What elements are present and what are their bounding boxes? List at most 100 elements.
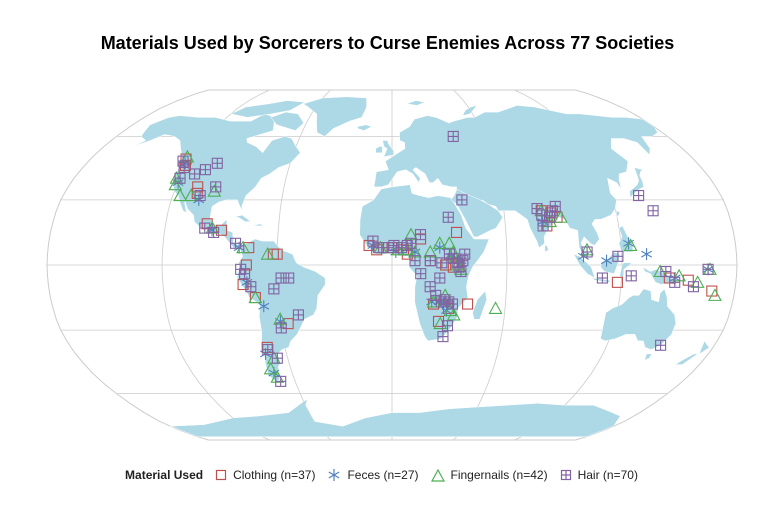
legend-item-feces: Feces (n=27) [327, 468, 419, 482]
land-baffin-island [270, 111, 305, 131]
legend-label-hair: Hair (n=70) [577, 468, 638, 482]
marker-square-cross [415, 268, 427, 280]
marker-square-cross [687, 281, 699, 293]
marker-square-cross [262, 344, 274, 356]
marker-square-cross [447, 130, 459, 142]
marker-triangle [400, 242, 415, 256]
marker-triangle [168, 177, 183, 191]
land-tasmania [643, 353, 653, 361]
legend-title: Material Used [125, 468, 204, 482]
marker-square-cross [211, 157, 223, 169]
marker-square-cross [239, 268, 251, 280]
marker-square-cross [414, 229, 427, 241]
marker-square-cross [549, 200, 561, 212]
legend: Material Used Clothing (n=37) Feces (n=2… [0, 468, 775, 482]
marker-square-cross [669, 276, 681, 288]
land-south-america [236, 238, 326, 382]
marker-square-cross [174, 172, 186, 184]
land-philippines [618, 225, 634, 253]
legend-label-fingernails: Fingernails (n=42) [450, 468, 548, 482]
marker-square-cross [612, 250, 624, 262]
land-taiwan [615, 210, 621, 218]
marker-square-cross [388, 239, 400, 252]
marker-square-cross [442, 211, 454, 223]
marker-square-cross [208, 226, 220, 238]
land-novaya-zemlya [462, 104, 478, 116]
land-svalbard [406, 100, 426, 106]
marker-square-cross [268, 283, 280, 295]
marker-square-cross [537, 220, 549, 232]
legend-label-clothing: Clothing (n=37) [233, 468, 316, 482]
marker-square [461, 298, 474, 310]
marker-square-cross [455, 265, 467, 278]
marker-triangle [184, 188, 198, 202]
map-title: Materials Used by Sorcerers to Curse Ene… [100, 33, 675, 53]
land-greenland [302, 96, 367, 137]
marker-square-cross [441, 320, 454, 332]
marker-square-cross [660, 265, 672, 278]
marker-square-cross [459, 248, 471, 260]
marker-square-cross [456, 194, 468, 206]
marker-square [371, 244, 383, 256]
marker-triangle [623, 238, 638, 252]
society-markers [168, 130, 722, 387]
marker-square-cross [275, 375, 287, 387]
legend-square-cross-icon [560, 469, 571, 481]
marker-square-cross [430, 289, 442, 301]
marker-square-cross [177, 155, 189, 167]
marker-triangle [432, 236, 447, 249]
land-ireland [375, 146, 383, 154]
marker-square-cross [434, 272, 446, 284]
marker-asterisk [258, 300, 270, 313]
marker-asterisk [601, 254, 613, 267]
marker-square-cross [424, 255, 436, 267]
marker-square-cross [292, 309, 304, 321]
marker-square-cross [457, 255, 469, 267]
marker-triangle [207, 184, 222, 197]
marker-square-cross [596, 272, 608, 284]
marker-square [192, 181, 204, 193]
marker-square-cross [271, 352, 283, 364]
marker-square [201, 218, 213, 230]
marker-square-cross [189, 168, 201, 180]
marker-square-cross [382, 242, 394, 254]
marker-triangle [433, 316, 448, 330]
marker-square-cross [581, 246, 593, 258]
land-madagascar [472, 290, 487, 320]
land-australia [600, 288, 677, 350]
land-sri-lanka [544, 245, 550, 253]
marker-square-cross [199, 164, 211, 176]
land-new-zealand-south [674, 353, 699, 365]
land-iceland [356, 124, 373, 131]
legend-item-fingernails: Fingernails (n=42) [430, 468, 548, 482]
marker-square [432, 315, 445, 327]
marker-square-cross [446, 298, 458, 310]
marker-triangle [173, 188, 188, 202]
marker-triangle [488, 301, 503, 314]
legend-item-hair: Hair (n=70) [560, 468, 638, 482]
marker-square-cross [275, 322, 287, 334]
marker-square-cross [245, 281, 257, 293]
land-new-zealand-north [698, 340, 710, 355]
marker-triangle [708, 288, 722, 301]
marker-triangle [672, 268, 687, 282]
marker-square-cross [405, 237, 417, 249]
marker-square-cross [625, 270, 637, 282]
marker-square-cross [436, 257, 448, 269]
marker-square-cross [655, 339, 667, 351]
land-sulawesi [619, 262, 633, 279]
marker-square [240, 259, 252, 271]
marker-triangle [260, 247, 275, 260]
land-masses [132, 96, 710, 437]
graticule [46, 89, 738, 441]
land-arabia-link [450, 188, 503, 238]
marker-square-cross [633, 190, 645, 202]
marker-triangle [248, 290, 263, 304]
marker-square-cross [543, 211, 556, 223]
marker-square [237, 278, 249, 291]
marker-square-cross [546, 205, 558, 217]
legend-square-icon [215, 469, 227, 481]
legend-label-feces: Feces (n=27) [347, 468, 419, 482]
marker-square-cross [367, 235, 379, 247]
land-hispaniola [252, 223, 265, 227]
